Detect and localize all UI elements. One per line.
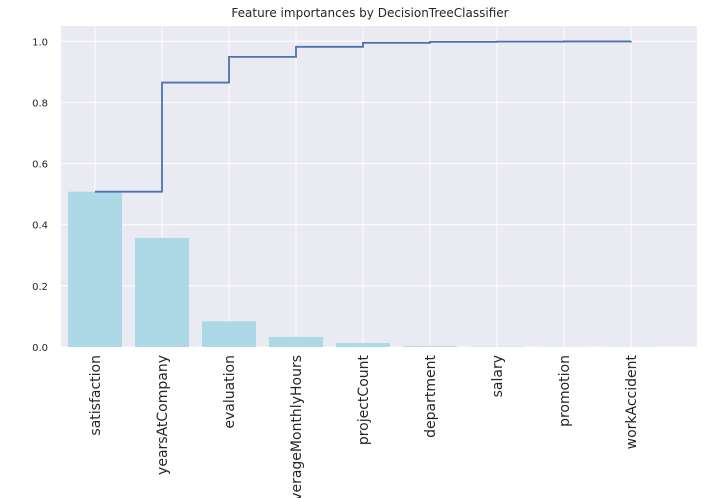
bar bbox=[269, 336, 323, 347]
bar bbox=[403, 346, 457, 347]
y-tick-label: 0.0 bbox=[32, 343, 48, 354]
x-tick-label: promotion bbox=[557, 355, 573, 427]
bar bbox=[68, 191, 122, 347]
y-tick-label: 1.0 bbox=[32, 37, 48, 48]
chart-title: Feature importances by DecisionTreeClass… bbox=[231, 6, 508, 20]
bar bbox=[135, 237, 189, 347]
x-axis: satisfaction yearsAtCompany evaluation aver… bbox=[88, 354, 640, 498]
y-tick-label: 0.4 bbox=[32, 221, 48, 232]
y-tick-label: 0.8 bbox=[32, 98, 48, 109]
cumulative-step-line bbox=[95, 40, 632, 193]
x-tick-label: averageMonthlyHours bbox=[289, 355, 305, 498]
bars bbox=[68, 191, 658, 347]
x-tick-label: evaluation bbox=[222, 355, 238, 429]
x-tick-label: yearsAtCompany bbox=[155, 355, 171, 475]
y-axis: 0.0 0.2 0.4 0.6 0.8 1.0 bbox=[32, 37, 48, 354]
bar bbox=[336, 343, 390, 347]
cumulative-step-path bbox=[95, 40, 632, 193]
x-tick-label: satisfaction bbox=[88, 355, 104, 436]
y-tick-label: 0.6 bbox=[32, 160, 48, 171]
x-tick-label: department bbox=[423, 354, 439, 437]
x-tick-label: projectCount bbox=[356, 354, 372, 445]
x-tick-label: workAccident bbox=[624, 354, 640, 449]
y-tick-label: 0.2 bbox=[32, 282, 48, 293]
bar bbox=[202, 321, 256, 347]
x-tick-label: salary bbox=[490, 355, 506, 397]
